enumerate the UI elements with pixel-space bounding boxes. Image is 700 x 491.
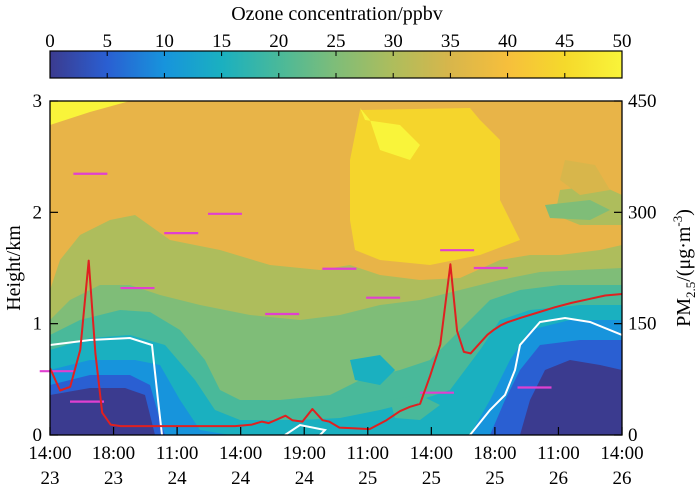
- x-tick-day: 25: [358, 468, 377, 489]
- colorbar-tick-label: 30: [384, 31, 403, 52]
- right-axis-tick-label: 450: [628, 91, 657, 112]
- right-axis-tick-label: 0: [628, 425, 638, 446]
- colorbar-tick-label: 5: [102, 31, 112, 52]
- pm25-line: [50, 259, 622, 431]
- colorbar-tick-label: 10: [155, 31, 174, 52]
- x-tick-day: 24: [231, 468, 251, 489]
- colorbar-tick-label: 25: [327, 31, 346, 52]
- left-axis-tick-label: 1: [33, 314, 43, 335]
- ozone-contour-field: [50, 101, 622, 435]
- x-axis-tick-labels: 14:00 23 18:00 23 11:00 24 14:00 24 19:00 24 11:00…: [28, 443, 643, 489]
- x-tick-day: 23: [41, 468, 60, 489]
- x-tick-day: 25: [485, 468, 504, 489]
- right-axis-title: PM2.5/(μg·m-3): [670, 209, 698, 327]
- plot-frame: [49, 100, 623, 436]
- left-axis-tick-label: 2: [33, 202, 43, 223]
- x-tick-day: 25: [422, 468, 441, 489]
- x-tick-day: 24: [295, 468, 315, 489]
- right-axis-tick-label: 300: [628, 202, 657, 223]
- x-tick-time: 14:00: [600, 443, 643, 464]
- x-tick-time: 18:00: [473, 443, 516, 464]
- left-axis-tick-label: 3: [33, 91, 43, 112]
- colorbar-tick-marks: [49, 51, 623, 78]
- left-axis-tick-labels: 0 1 2 3: [33, 91, 43, 446]
- x-tick-time: 11:00: [537, 443, 580, 464]
- x-tick-time: 19:00: [283, 443, 326, 464]
- x-tick-time: 11:00: [156, 443, 199, 464]
- colorbar-tick-label: 45: [555, 31, 574, 52]
- x-tick-day: 23: [104, 468, 123, 489]
- left-axis-title: Height/km: [3, 225, 25, 311]
- left-axis-tick-label: 0: [33, 425, 43, 446]
- pm25-series: [50, 259, 622, 431]
- axis-tick-marks: [49, 100, 623, 436]
- colorbar-tick-label: 20: [269, 31, 288, 52]
- x-tick-time: 14:00: [28, 443, 71, 464]
- right-axis-tick-labels: 0 150 300 450: [628, 91, 657, 446]
- pm25-hourly-markers: [39, 172, 552, 403]
- x-tick-time: 14:00: [219, 443, 262, 464]
- x-tick-day: 26: [549, 468, 568, 489]
- colorbar-tick-label: 50: [613, 31, 632, 52]
- colorbar-tick-label: 15: [212, 31, 231, 52]
- colorbar-tick-label: 0: [45, 31, 55, 52]
- x-tick-day: 26: [613, 468, 632, 489]
- x-tick-time: 14:00: [410, 443, 453, 464]
- colorbar-tick-label: 35: [441, 31, 460, 52]
- colorbar-tick-labels: 0 5 10 15 20 25 30 35 40 45 50: [45, 31, 631, 52]
- x-tick-time: 18:00: [92, 443, 135, 464]
- x-tick-time: 11:00: [346, 443, 389, 464]
- right-axis-tick-label: 150: [628, 314, 657, 335]
- colorbar-tick-label: 40: [498, 31, 517, 52]
- colorbar-title: Ozone concentration/ppbv: [231, 3, 443, 25]
- x-tick-day: 24: [168, 468, 188, 489]
